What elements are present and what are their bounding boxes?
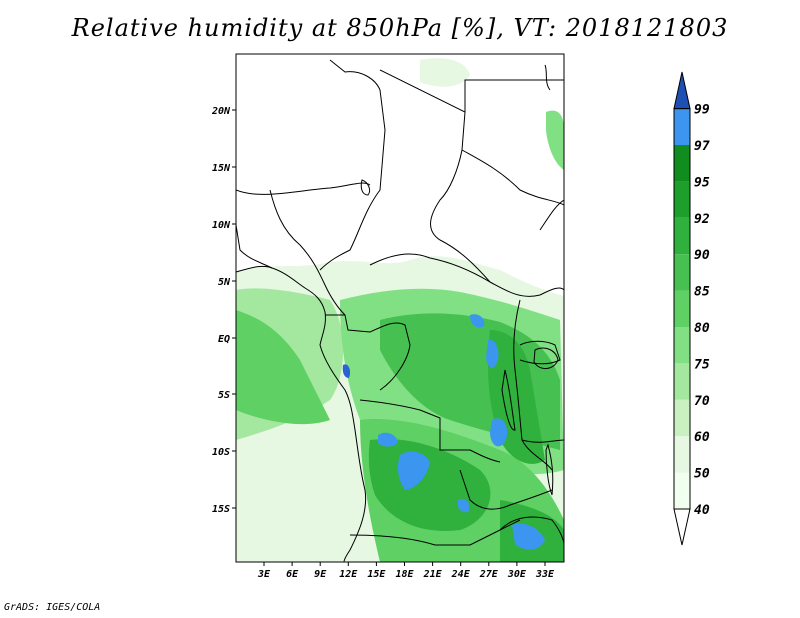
border-angola-south bbox=[349, 519, 521, 546]
border-cameroon bbox=[269, 189, 346, 316]
colorbar-level-label: 97 bbox=[694, 139, 710, 154]
colorbar-under-triangle bbox=[673, 508, 691, 546]
border-sudan-south bbox=[461, 149, 564, 206]
grads-credit: GrADS: IGES/COLA bbox=[4, 602, 101, 613]
colorbar-level-label: 90 bbox=[694, 248, 710, 263]
colorbar-level-label: 70 bbox=[694, 394, 710, 409]
colorbar-level-label: 50 bbox=[694, 467, 710, 482]
humidity-core-8 bbox=[457, 498, 470, 513]
border-nile bbox=[544, 64, 551, 91]
lon-tick-label: 15E bbox=[367, 569, 386, 580]
border-gabon bbox=[325, 314, 411, 391]
border-car bbox=[369, 253, 564, 297]
map-frame bbox=[235, 53, 565, 563]
humidity-core-5 bbox=[512, 523, 545, 550]
humidity-region-coast bbox=[236, 310, 330, 425]
colorbar-segment bbox=[674, 181, 690, 218]
colorbar-segment bbox=[674, 254, 690, 291]
lake-chad bbox=[360, 179, 371, 196]
lon-tick-label: 24E bbox=[451, 569, 471, 580]
humidity-core-7 bbox=[342, 364, 351, 378]
country-borders bbox=[236, 54, 564, 562]
humidity-core-1 bbox=[397, 451, 430, 490]
colorbar-level-label: 85 bbox=[694, 285, 710, 300]
border-uganda bbox=[519, 340, 561, 365]
colorbar-segment bbox=[674, 108, 690, 145]
colorbar-level-label: 40 bbox=[694, 503, 710, 518]
colorbar-segment bbox=[674, 436, 690, 473]
longitude-axis: 3E 6E 9E 12E 15E 18E 21E 24E 27E 30E 33E bbox=[257, 562, 555, 580]
border-zambia bbox=[459, 469, 553, 510]
coastline bbox=[236, 265, 367, 562]
colorbar-segment bbox=[674, 327, 690, 364]
lon-tick-label: 33E bbox=[535, 569, 555, 580]
colorbar-level-label: 95 bbox=[694, 175, 710, 190]
border-niger-chad bbox=[319, 59, 386, 271]
humidity-core-2 bbox=[378, 432, 398, 447]
border-tanzania bbox=[521, 439, 564, 443]
colorbar-segment bbox=[674, 472, 690, 509]
border-nigeria bbox=[236, 224, 273, 269]
humidity-core-3 bbox=[486, 339, 499, 369]
lon-tick-label: 3E bbox=[257, 569, 271, 580]
lon-tick-label: 9E bbox=[314, 569, 327, 580]
lat-tick-label: 5N bbox=[218, 277, 231, 288]
colorbar-segment bbox=[674, 399, 690, 437]
lat-tick-label: 5S bbox=[218, 390, 230, 401]
lat-tick-label: 15S bbox=[212, 504, 230, 515]
lon-tick-label: 18E bbox=[395, 569, 414, 580]
lake-victoria bbox=[533, 347, 559, 369]
colorbar-segment bbox=[674, 363, 690, 400]
lat-tick-label: 15N bbox=[212, 163, 231, 174]
border-chad-east bbox=[379, 69, 491, 283]
humidity-field bbox=[236, 58, 564, 562]
lat-tick-label: 10S bbox=[212, 447, 230, 458]
colorbar-segment bbox=[674, 217, 690, 255]
border-ethiopia bbox=[539, 199, 564, 231]
border-sudan bbox=[464, 79, 564, 112]
colorbar-level-label: 92 bbox=[694, 212, 710, 227]
colorbar-level-label: 99 bbox=[694, 103, 710, 118]
colorbar-level-label: 60 bbox=[694, 430, 710, 445]
map-title: Relative humidity at 850hPa [%], VT: 201… bbox=[71, 14, 729, 42]
lon-tick-label: 27E bbox=[479, 569, 499, 580]
colorbar-level-label: 75 bbox=[694, 357, 710, 372]
colorbar-over-triangle bbox=[673, 71, 691, 110]
border-drc-west bbox=[359, 399, 501, 463]
colorbar-segment bbox=[674, 145, 690, 182]
border-drc-east bbox=[513, 299, 553, 471]
colorbar-level-label: 80 bbox=[694, 321, 710, 336]
humidity-core-4 bbox=[490, 418, 508, 447]
lon-tick-label: 30E bbox=[507, 569, 527, 580]
lake-tanganyika bbox=[501, 369, 516, 431]
lake-malawi bbox=[545, 443, 554, 496]
humidity-region-north bbox=[420, 58, 470, 87]
lon-tick-label: 12E bbox=[339, 569, 358, 580]
humidity-region-northeast bbox=[546, 110, 564, 170]
colorbar-segment bbox=[674, 290, 690, 327]
lat-tick-label: 10N bbox=[212, 220, 231, 231]
lon-tick-label: 21E bbox=[423, 569, 443, 580]
colorbar-frame bbox=[673, 108, 691, 510]
lat-tick-label: 20N bbox=[211, 106, 231, 117]
border-sahara bbox=[236, 54, 371, 195]
colorbar: 40 50 60 70 75 80 85 90 92 95 97 99 bbox=[673, 71, 710, 546]
lon-tick-label: 6E bbox=[286, 569, 299, 580]
border-zambia-zim bbox=[499, 516, 564, 546]
latitude-axis: 20N 15N 10N 5N EQ 5S 10S 15S bbox=[211, 106, 236, 515]
humidity-core-6 bbox=[470, 314, 485, 328]
lat-tick-label: EQ bbox=[218, 334, 230, 345]
